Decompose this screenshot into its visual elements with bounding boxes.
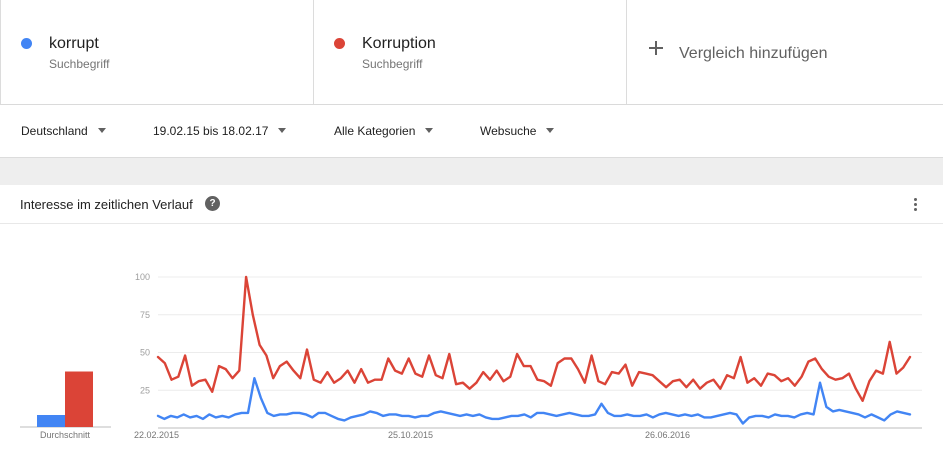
add-comparison-label: Vergleich hinzufügen [679,45,828,62]
term-name[interactable]: Korruption [362,35,436,52]
y-tick-label: 100 [135,272,150,282]
average-bar-korruption [65,371,93,427]
search-type-dropdown-label: Websuche [480,124,537,138]
plus-icon [649,41,663,55]
caret-down-icon [425,128,434,134]
region-dropdown[interactable]: Deutschland [21,124,106,138]
term-card-korruption[interactable]: Korruption Suchbegriff [313,0,627,105]
y-tick-label: 50 [140,348,150,358]
more-options-icon[interactable] [910,197,920,213]
x-tick-label: 22.02.2015 [134,430,179,440]
category-dropdown[interactable]: Alle Kategorien [334,124,434,138]
help-icon[interactable]: ? [205,196,220,211]
series-color-dot [21,38,32,49]
caret-down-icon [278,128,287,134]
term-card-korrupt[interactable]: korrupt Suchbegriff [0,0,314,105]
series-line-korrupt [156,376,912,425]
x-tick-label: 25.10.2015 [388,430,433,440]
average-bar-korrupt [37,415,65,427]
term-subtitle: Suchbegriff [362,57,423,71]
date-range-dropdown-label: 19.02.15 bis 18.02.17 [153,124,269,138]
series-color-dot [334,38,345,49]
date-range-dropdown[interactable]: 19.02.15 bis 18.02.17 [153,124,287,138]
y-tick-label: 25 [140,385,150,395]
region-dropdown-label: Deutschland [21,124,88,138]
card-title: Interesse im zeitlichen Verlauf [20,197,193,212]
term-name[interactable]: korrupt [49,35,99,52]
x-tick-label: 26.06.2016 [645,430,690,440]
term-subtitle: Suchbegriff [49,57,110,71]
card-header: Interesse im zeitlichen Verlauf ? [0,185,943,224]
section-separator [0,158,943,185]
interest-over-time-card: Interesse im zeitlichen Verlauf ? 25 50 75… [0,185,943,466]
search-terms-bar: korrupt Suchbegriff Korruption Suchbegri… [0,0,943,105]
add-comparison-button[interactable]: Vergleich hinzufügen [626,0,943,105]
caret-down-icon [97,128,106,134]
search-type-dropdown[interactable]: Websuche [480,124,555,138]
y-tick-label: 75 [140,310,150,320]
series-line-korruption [156,275,912,403]
average-label: Durchschnitt [40,430,91,440]
filter-bar: Deutschland 19.02.15 bis 18.02.17 Alle K… [0,105,943,158]
category-dropdown-label: Alle Kategorien [334,124,416,138]
caret-down-icon [546,128,555,134]
interest-chart: 25 50 75 100 22.02.2015 25.10.2015 26.06.2016 D… [20,272,922,440]
